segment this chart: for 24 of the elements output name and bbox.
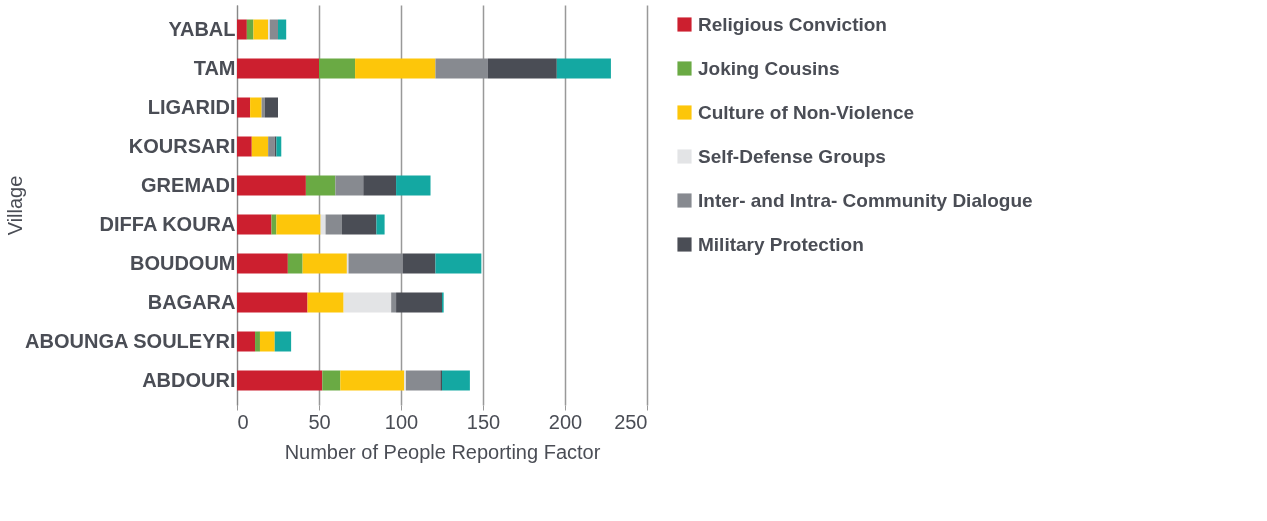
y-tick-label: ABDOURI: [142, 369, 236, 391]
x-tick-label: 0: [237, 410, 249, 433]
x-axis-title: Number of People Reporting Factor: [284, 440, 601, 463]
y-tick-label: DIFFA KOURA: [99, 213, 236, 235]
x-tick-label: 150: [466, 410, 501, 433]
legend-label: Religious Conviction: [698, 13, 887, 35]
y-tick-label: BOUDOUM: [129, 252, 236, 274]
y-axis-title: Village: [3, 175, 26, 236]
y-tick-label: KOURSARI: [128, 135, 236, 157]
y-tick-label: YABAL: [168, 18, 236, 40]
y-tick-label: BAGARA: [147, 291, 236, 313]
y-tick-label: TAM: [193, 57, 236, 79]
x-tick-label: 50: [308, 410, 331, 433]
legend-label: Military Protection: [698, 233, 864, 255]
y-tick-label: ABOUNGA SOULEYRI: [25, 330, 236, 352]
legend-label: Joking Cousins: [698, 57, 840, 79]
x-tick-label: 250: [614, 410, 648, 433]
y-tick-label: GREMADI: [141, 174, 236, 196]
x-tick-label: 200: [548, 410, 583, 433]
x-tick-label: 100: [384, 410, 419, 433]
legend-label: Inter- and Intra- Community Dialogue: [698, 189, 1033, 211]
legend-label: Culture of Non-Violence: [698, 101, 915, 123]
y-tick-label: LIGARIDI: [147, 96, 236, 118]
legend-label: Self-Defense Groups: [698, 145, 886, 167]
